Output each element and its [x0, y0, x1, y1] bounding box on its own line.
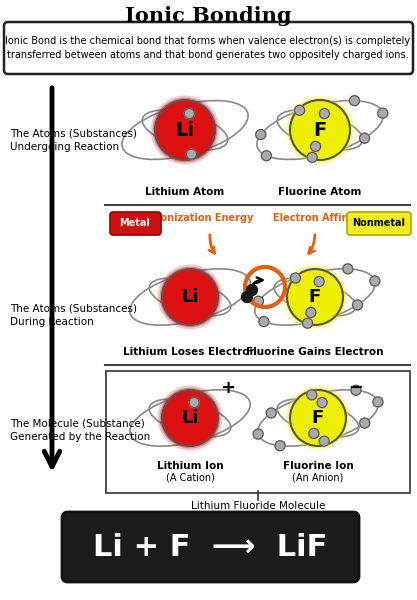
Text: Ionic Bond is the chemical bond that forms when valence electron(s) is completel: Ionic Bond is the chemical bond that for…: [5, 37, 411, 59]
Circle shape: [294, 105, 304, 115]
Text: F: F: [309, 288, 321, 306]
Circle shape: [256, 130, 266, 140]
Circle shape: [303, 318, 313, 328]
FancyBboxPatch shape: [347, 212, 411, 235]
Circle shape: [189, 398, 199, 407]
Circle shape: [286, 96, 354, 164]
Circle shape: [343, 264, 353, 274]
Circle shape: [307, 390, 317, 400]
Text: −: −: [349, 379, 364, 397]
Circle shape: [283, 265, 347, 329]
Text: Nonmetal: Nonmetal: [352, 218, 405, 228]
Circle shape: [266, 408, 276, 418]
Circle shape: [370, 276, 380, 286]
Circle shape: [291, 273, 301, 283]
Text: Li: Li: [181, 288, 199, 306]
Circle shape: [158, 265, 222, 329]
Circle shape: [162, 269, 218, 325]
Text: The Molecule (Substance)
Generated by the Reaction: The Molecule (Substance) Generated by th…: [10, 418, 150, 442]
Circle shape: [349, 95, 359, 106]
Circle shape: [307, 152, 317, 163]
Circle shape: [314, 277, 324, 287]
Circle shape: [253, 429, 263, 439]
Circle shape: [160, 388, 220, 448]
Circle shape: [261, 151, 271, 161]
Text: Ionization Energy: Ionization Energy: [157, 213, 253, 223]
Circle shape: [153, 98, 217, 162]
Circle shape: [162, 390, 218, 446]
Circle shape: [359, 133, 369, 143]
Text: Li: Li: [181, 409, 199, 427]
Circle shape: [309, 428, 319, 439]
Circle shape: [184, 109, 194, 119]
Circle shape: [290, 390, 346, 446]
Text: (An Anion): (An Anion): [292, 472, 344, 482]
Circle shape: [158, 386, 222, 450]
Circle shape: [288, 388, 348, 448]
Text: Lithium Ion: Lithium Ion: [157, 461, 224, 471]
Text: Li + F  ⟶  LiF: Li + F ⟶ LiF: [93, 533, 327, 562]
Circle shape: [373, 397, 383, 407]
Text: Fluorine Gains Electron: Fluorine Gains Electron: [246, 347, 384, 357]
Text: Lithium Atom: Lithium Atom: [146, 187, 225, 197]
Circle shape: [319, 436, 329, 446]
Circle shape: [360, 418, 370, 428]
Circle shape: [285, 267, 345, 327]
Circle shape: [160, 267, 220, 327]
Text: Metal: Metal: [120, 218, 151, 228]
Text: F: F: [312, 409, 324, 427]
Circle shape: [186, 149, 196, 159]
Text: Fluorine Ion: Fluorine Ion: [283, 461, 353, 471]
Circle shape: [317, 398, 327, 407]
Text: (A Cation): (A Cation): [166, 472, 214, 482]
Circle shape: [351, 385, 361, 395]
Text: Fluorine Atom: Fluorine Atom: [278, 187, 362, 197]
Circle shape: [288, 98, 352, 162]
Circle shape: [151, 96, 219, 164]
Text: Ionic Bonding: Ionic Bonding: [125, 6, 291, 26]
Circle shape: [306, 307, 316, 317]
Text: +: +: [221, 379, 236, 397]
Text: Lithium Loses Electron: Lithium Loses Electron: [123, 347, 257, 357]
Circle shape: [290, 100, 350, 160]
Text: Electron Affinity: Electron Affinity: [273, 213, 363, 223]
Circle shape: [241, 292, 253, 302]
Circle shape: [287, 269, 343, 325]
FancyBboxPatch shape: [4, 22, 413, 74]
Circle shape: [259, 317, 269, 326]
FancyBboxPatch shape: [110, 212, 161, 235]
FancyBboxPatch shape: [62, 512, 359, 582]
Text: Lithium Fluoride Molecule: Lithium Fluoride Molecule: [191, 501, 325, 511]
Circle shape: [378, 108, 388, 118]
Text: Li: Li: [176, 121, 194, 139]
Text: F: F: [313, 121, 327, 139]
Circle shape: [275, 441, 285, 451]
Text: The Atoms (Substances)
During Reaction: The Atoms (Substances) During Reaction: [10, 304, 137, 326]
Circle shape: [246, 284, 258, 295]
Circle shape: [311, 142, 321, 151]
Circle shape: [352, 300, 362, 310]
Text: The Atoms (Substances)
Undergoing Reaction: The Atoms (Substances) Undergoing Reacti…: [10, 128, 137, 152]
Circle shape: [319, 109, 329, 119]
Circle shape: [286, 386, 350, 450]
Circle shape: [254, 296, 264, 306]
Circle shape: [155, 100, 215, 160]
